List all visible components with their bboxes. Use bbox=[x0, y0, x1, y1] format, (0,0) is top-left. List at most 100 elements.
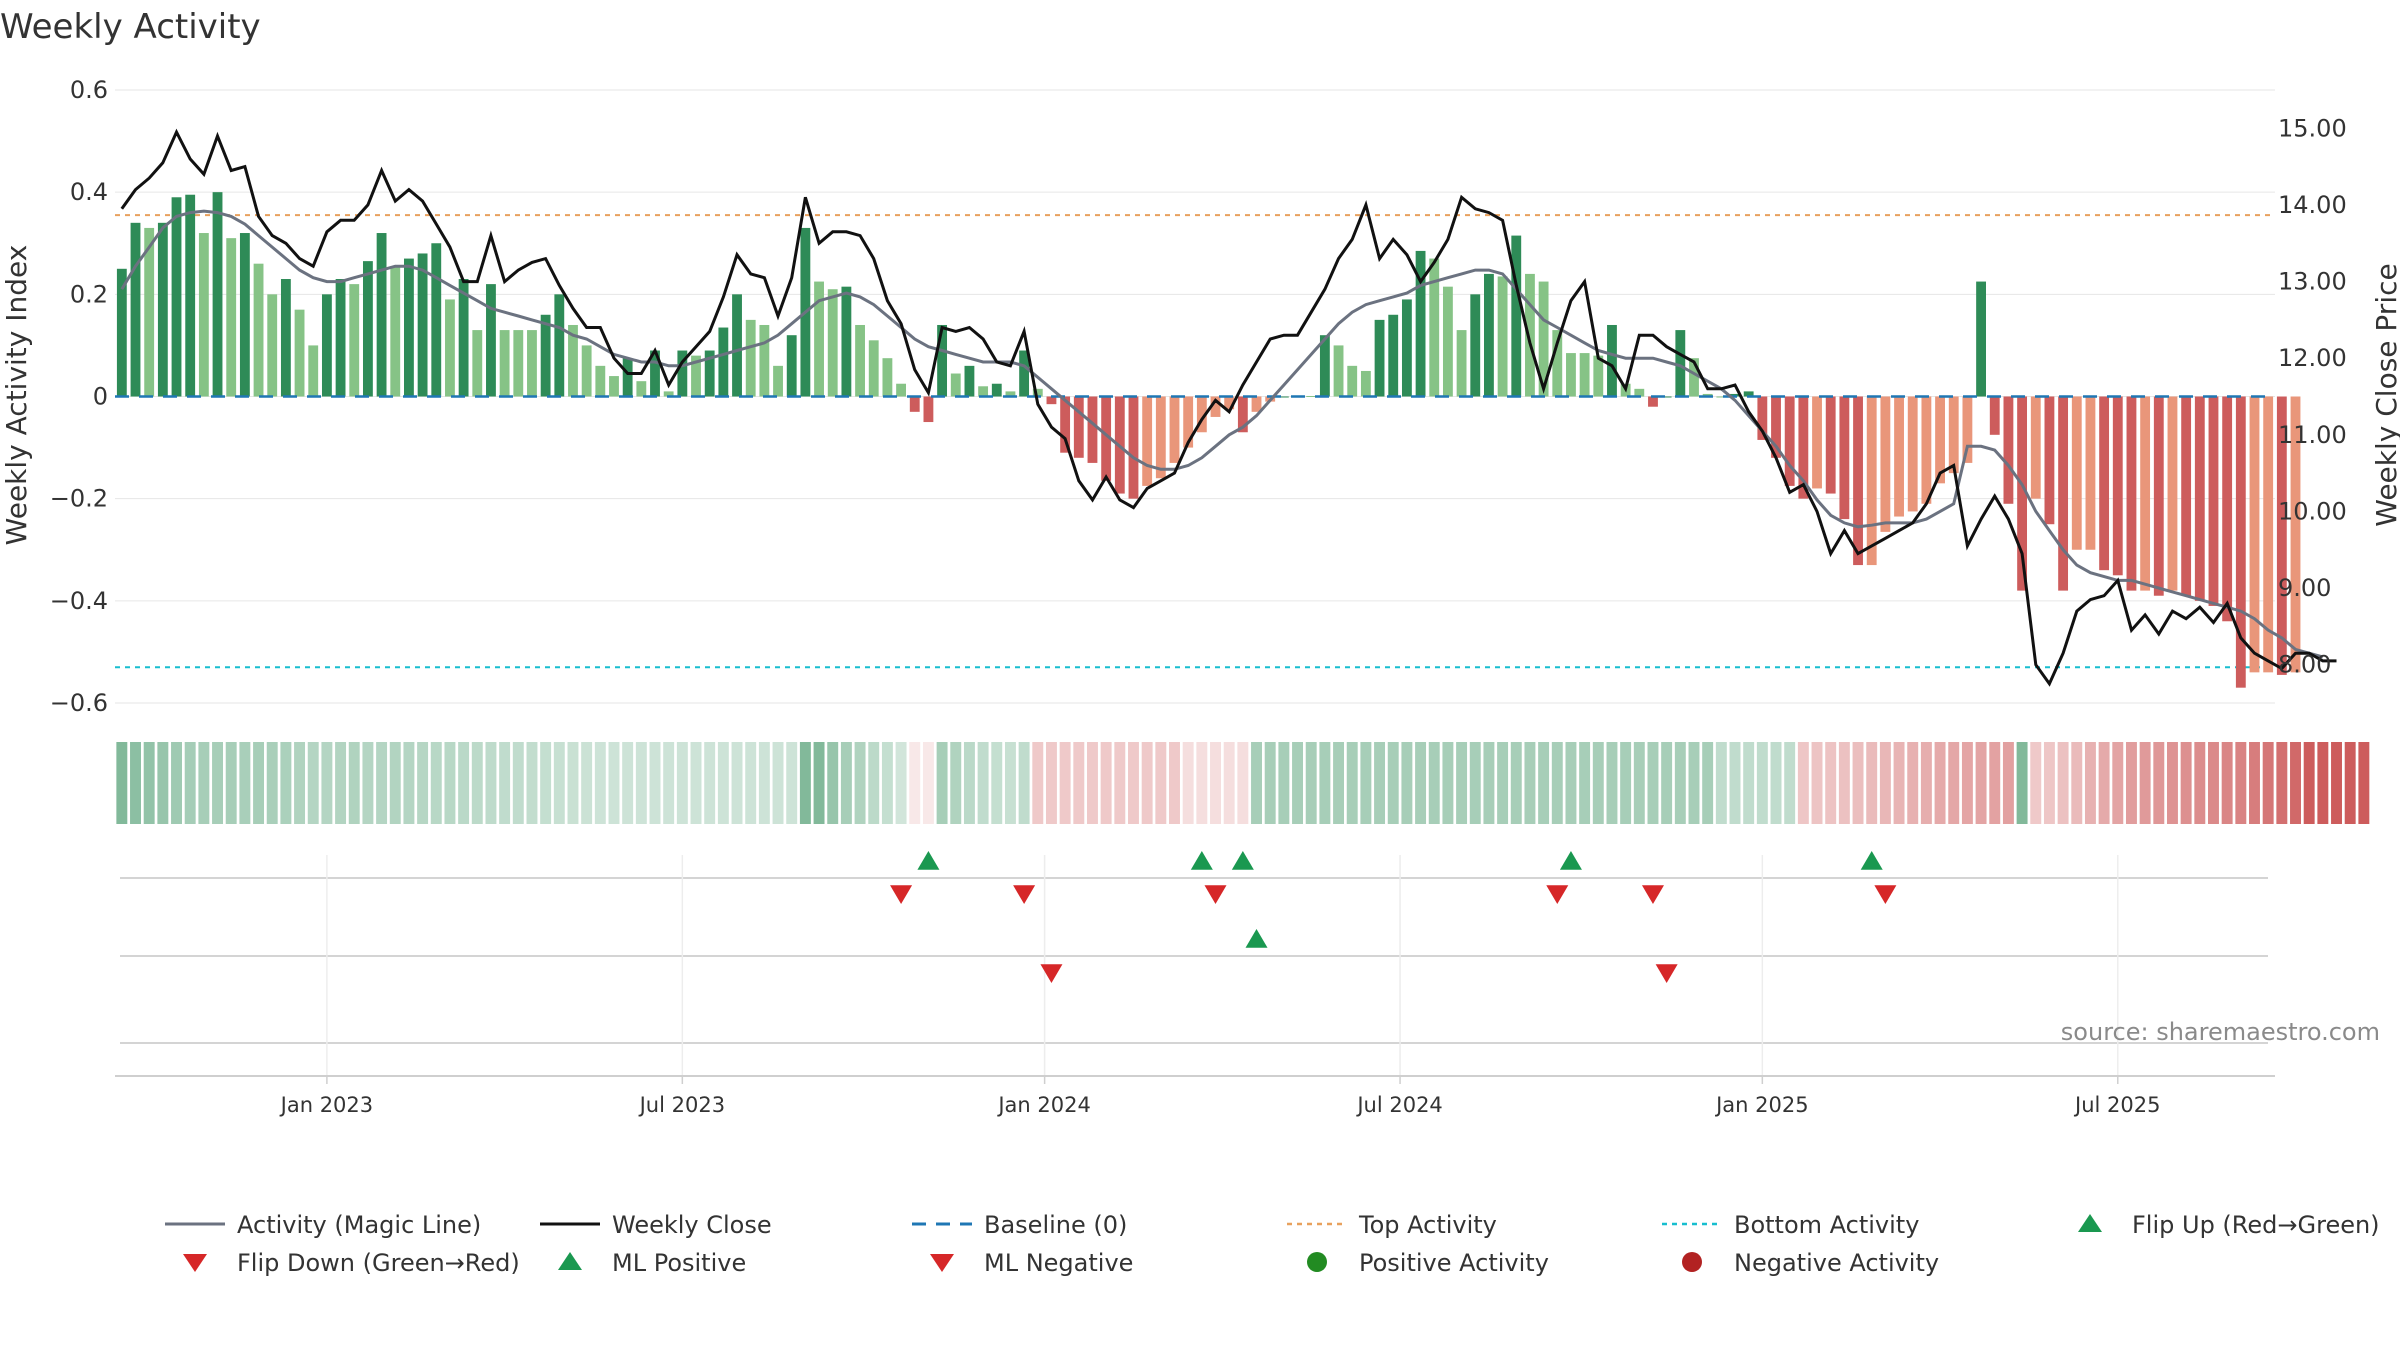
legend-label: Negative Activity bbox=[1734, 1249, 1939, 1277]
activity-bar bbox=[1757, 396, 1768, 440]
left-y-axis: 0.6 0.4 0.2 0 −0.2 −0.4 −0.6 bbox=[50, 76, 108, 717]
strip-cell bbox=[2057, 742, 2069, 824]
legend-label: Flip Up (Red→Green) bbox=[2132, 1211, 2380, 1239]
strip-cell bbox=[1688, 742, 1700, 824]
activity-bar bbox=[294, 309, 305, 397]
strip-cell bbox=[2139, 742, 2151, 824]
activity-bar bbox=[1319, 335, 1330, 397]
strip-cell bbox=[553, 742, 565, 824]
activity-bar bbox=[1880, 396, 1891, 532]
activity-bar bbox=[1032, 388, 1043, 397]
activity-bar bbox=[841, 286, 852, 397]
strip-cell bbox=[1128, 742, 1139, 824]
activity-bar bbox=[1784, 396, 1795, 486]
strip-cell bbox=[881, 742, 893, 824]
flip-up-marker bbox=[1231, 851, 1254, 870]
activity-bar bbox=[786, 335, 797, 397]
source-credit: source: sharemaestro.com bbox=[2061, 1018, 2380, 1046]
legend-item: Baseline (0) bbox=[912, 1211, 1127, 1239]
strip-cell bbox=[1237, 742, 1249, 824]
activity-bars bbox=[116, 192, 2301, 688]
activity-bar bbox=[1962, 396, 1973, 463]
strip-cell bbox=[1401, 742, 1413, 824]
strip-cell bbox=[649, 742, 661, 824]
strip-cell bbox=[2153, 742, 2165, 824]
activity-bar bbox=[1702, 393, 1713, 397]
legend-swatch-triangle-down bbox=[183, 1254, 207, 1272]
strip-cell bbox=[2194, 742, 2206, 824]
strip-cell bbox=[1483, 742, 1495, 824]
strip-cell bbox=[2317, 742, 2329, 824]
strip-cell bbox=[977, 742, 989, 824]
activity-bar bbox=[1210, 396, 1221, 417]
right-y-axis: 15.00 14.00 13.00 12.00 11.00 10.00 9.00 8.00 bbox=[2278, 114, 2347, 678]
left-y-tick: 0.6 bbox=[70, 76, 108, 104]
activity-bar bbox=[2153, 396, 2164, 596]
strip-cell bbox=[280, 742, 292, 824]
strip-cell bbox=[1442, 742, 1454, 824]
activity-bar bbox=[390, 266, 401, 397]
strip-cell bbox=[827, 742, 839, 824]
strip-cell bbox=[1838, 742, 1850, 824]
activity-bar bbox=[1511, 235, 1522, 397]
price-lines bbox=[115, 128, 2337, 687]
activity-bar bbox=[1060, 396, 1071, 453]
activity-bar bbox=[1251, 396, 1262, 412]
strip-cell bbox=[1004, 742, 1016, 824]
activity-bar bbox=[1224, 396, 1235, 410]
activity-bar bbox=[964, 365, 975, 397]
activity-bar bbox=[144, 227, 155, 397]
legend-label: Bottom Activity bbox=[1734, 1211, 1919, 1239]
legend-swatch-triangle-up bbox=[2078, 1214, 2102, 1232]
left-y-tick: 0.4 bbox=[70, 178, 108, 206]
activity-bar bbox=[1866, 396, 1877, 566]
strip-cell bbox=[2084, 742, 2096, 824]
legend-item: Positive Activity bbox=[1307, 1249, 1549, 1277]
strip-cell bbox=[1579, 742, 1591, 824]
activity-bar bbox=[2030, 396, 2041, 499]
x-tick-label: Jan 2025 bbox=[1714, 1093, 1809, 1117]
activity-bar bbox=[1716, 396, 1727, 398]
strip-cell bbox=[321, 742, 333, 824]
legend-item: Weekly Close bbox=[540, 1211, 772, 1239]
activity-bar bbox=[1087, 396, 1098, 463]
activity-bar bbox=[198, 233, 209, 397]
legend-label: Weekly Close bbox=[612, 1211, 772, 1239]
legend-swatch-triangle-up bbox=[558, 1252, 582, 1270]
strip-cell bbox=[376, 742, 388, 824]
activity-bar bbox=[1839, 396, 1850, 520]
activity-bar bbox=[253, 263, 264, 397]
flip-down-marker bbox=[890, 885, 913, 904]
strip-cell bbox=[854, 742, 866, 824]
strip-cell bbox=[2290, 742, 2301, 824]
activity-bar bbox=[759, 324, 770, 397]
activity-bar bbox=[2099, 396, 2110, 571]
strip-cell bbox=[116, 742, 128, 824]
activity-bar bbox=[1073, 396, 1084, 458]
legend-swatch-circle bbox=[1682, 1252, 1702, 1272]
magic-line bbox=[120, 209, 2324, 659]
strip-cell bbox=[1510, 742, 1522, 824]
x-tick-label: Jul 2025 bbox=[2073, 1093, 2160, 1117]
strip-cell bbox=[444, 742, 456, 824]
strip-cell bbox=[704, 742, 716, 824]
activity-bar bbox=[1142, 396, 1153, 486]
strip-cell bbox=[2016, 742, 2028, 824]
activity-bar bbox=[2222, 396, 2233, 622]
strip-cell bbox=[1661, 742, 1673, 824]
activity-bar bbox=[1634, 388, 1645, 397]
strip-cell bbox=[799, 742, 811, 824]
activity-bar bbox=[1648, 396, 1658, 407]
strip-cell bbox=[2221, 742, 2233, 824]
activity-bar bbox=[554, 294, 565, 397]
activity-bar bbox=[362, 261, 373, 397]
strip-cell bbox=[1961, 742, 1973, 824]
activity-bar bbox=[2263, 396, 2274, 673]
strip-cell bbox=[1948, 742, 1960, 824]
activity-bar bbox=[855, 324, 865, 397]
right-y-tick: 13.00 bbox=[2278, 268, 2347, 296]
strip-cell bbox=[1374, 742, 1386, 824]
strip-cell bbox=[1934, 742, 1946, 824]
flip-down-marker bbox=[1641, 885, 1664, 904]
activity-bar bbox=[1825, 396, 1836, 494]
